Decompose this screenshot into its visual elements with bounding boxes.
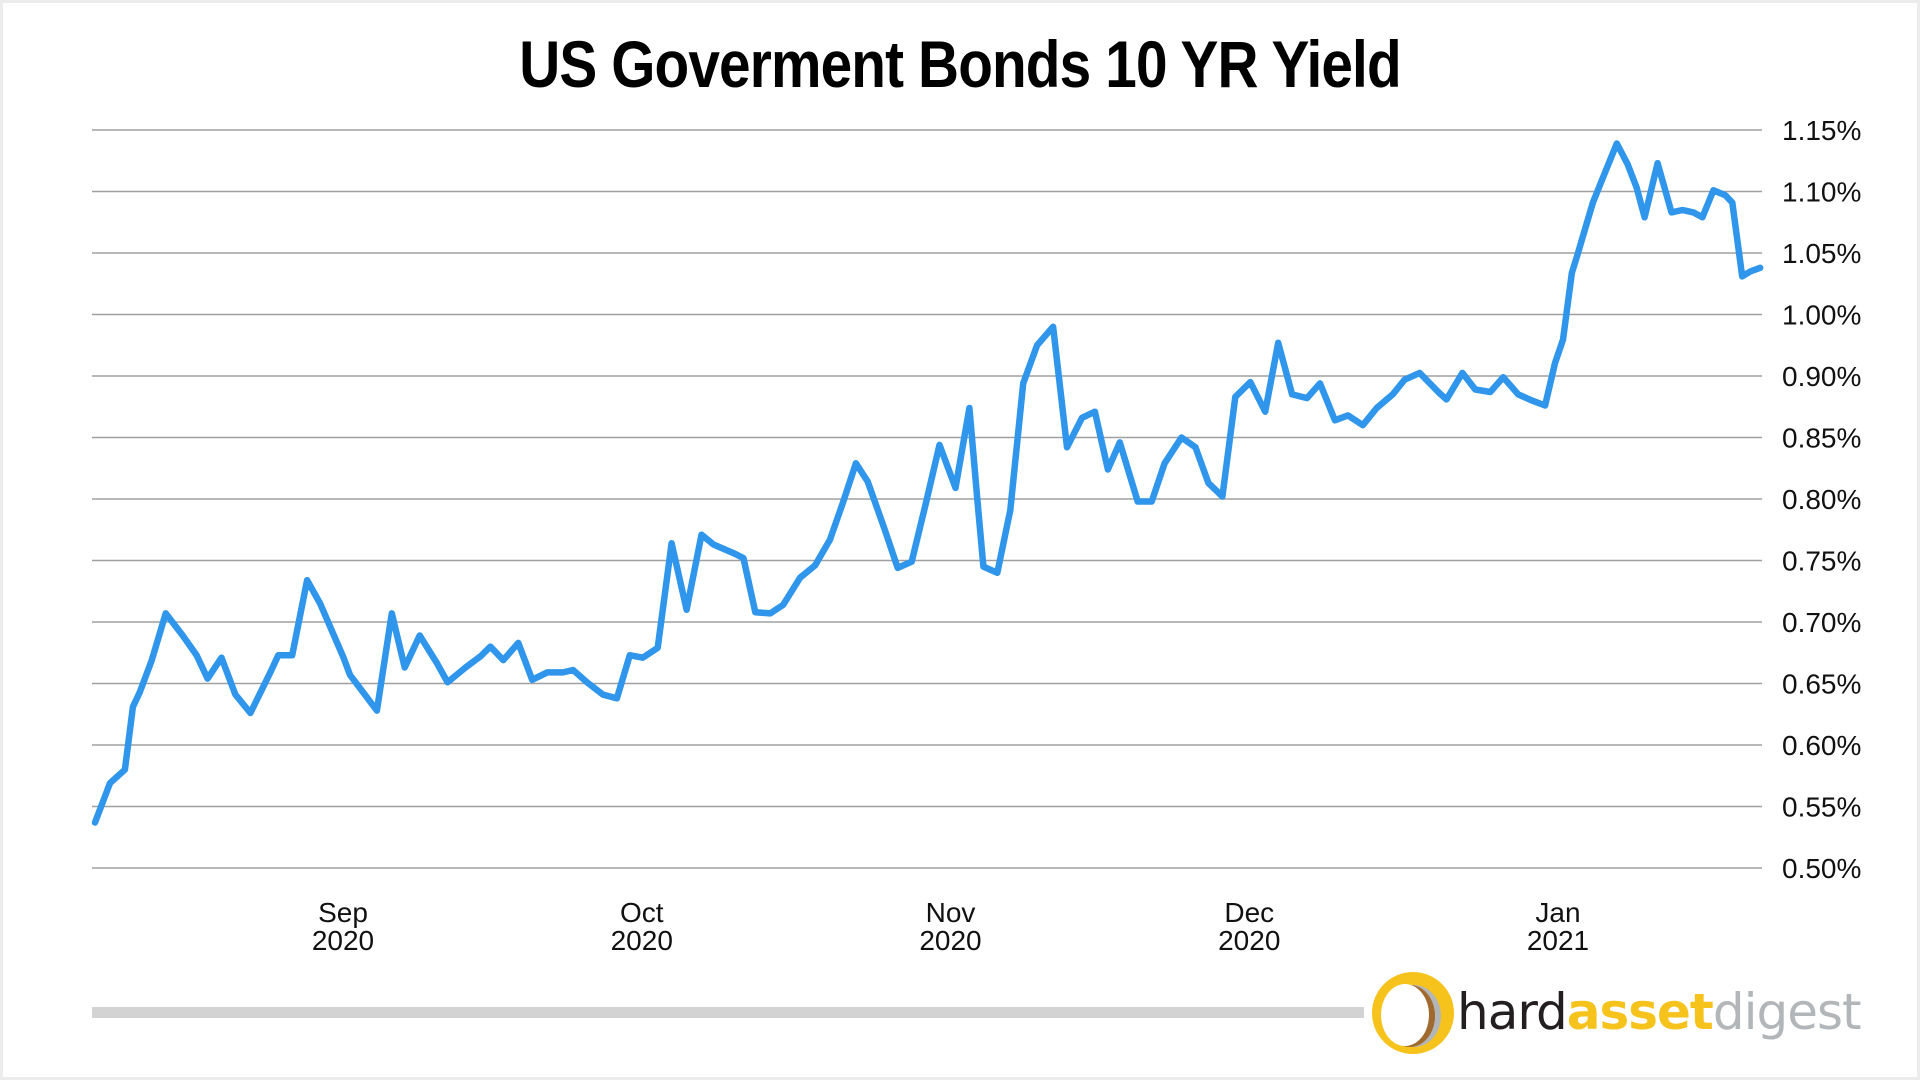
logo-word-digest: digest <box>1712 983 1862 1041</box>
y-tick-label: 0.90% <box>1782 361 1861 392</box>
x-tick-month: Oct <box>620 897 664 928</box>
y-tick-label: 0.75% <box>1782 546 1861 577</box>
y-tick-label: 1.10% <box>1782 177 1861 208</box>
x-tick-month: Sep <box>318 897 368 928</box>
x-tick-year: 2020 <box>312 925 374 956</box>
x-tick-year: 2020 <box>1218 925 1280 956</box>
y-tick-label: 0.55% <box>1782 792 1861 823</box>
logo-word-asset: asset <box>1566 983 1714 1041</box>
x-tick-year: 2020 <box>611 925 673 956</box>
yield-line <box>91 140 1764 826</box>
y-tick-label: 1.05% <box>1782 238 1861 269</box>
y-tick-label: 0.70% <box>1782 607 1861 638</box>
chart-title: US Goverment Bonds 10 YR Yield <box>519 27 1401 101</box>
y-axis-labels: 0.50% 0.55% 0.60% 0.65% 0.70% 0.75% 0.80% 0.85%… <box>1782 115 1861 884</box>
x-tick-month: Nov <box>926 897 976 928</box>
y-tick-label: 0.85% <box>1782 423 1861 454</box>
y-tick-label: 0.60% <box>1782 730 1861 761</box>
y-tick-label: 1.15% <box>1782 115 1861 146</box>
hardassetdigest-logo-text: hardassetdigest <box>1457 982 1862 1042</box>
x-tick-month: Dec <box>1224 897 1274 928</box>
footer-divider-bar <box>92 1007 1364 1018</box>
y-tick-label: 1.00% <box>1782 300 1861 331</box>
hardassetdigest-ring-icon <box>1372 972 1454 1054</box>
logo-word-hard: hard <box>1457 983 1568 1041</box>
x-tick-year: 2021 <box>1527 925 1589 956</box>
y-tick-label: 0.50% <box>1782 853 1861 884</box>
y-tick-label: 0.65% <box>1782 669 1861 700</box>
x-tick-year: 2020 <box>919 925 981 956</box>
x-tick-month: Jan <box>1535 897 1580 928</box>
y-tick-label: 0.80% <box>1782 484 1861 515</box>
